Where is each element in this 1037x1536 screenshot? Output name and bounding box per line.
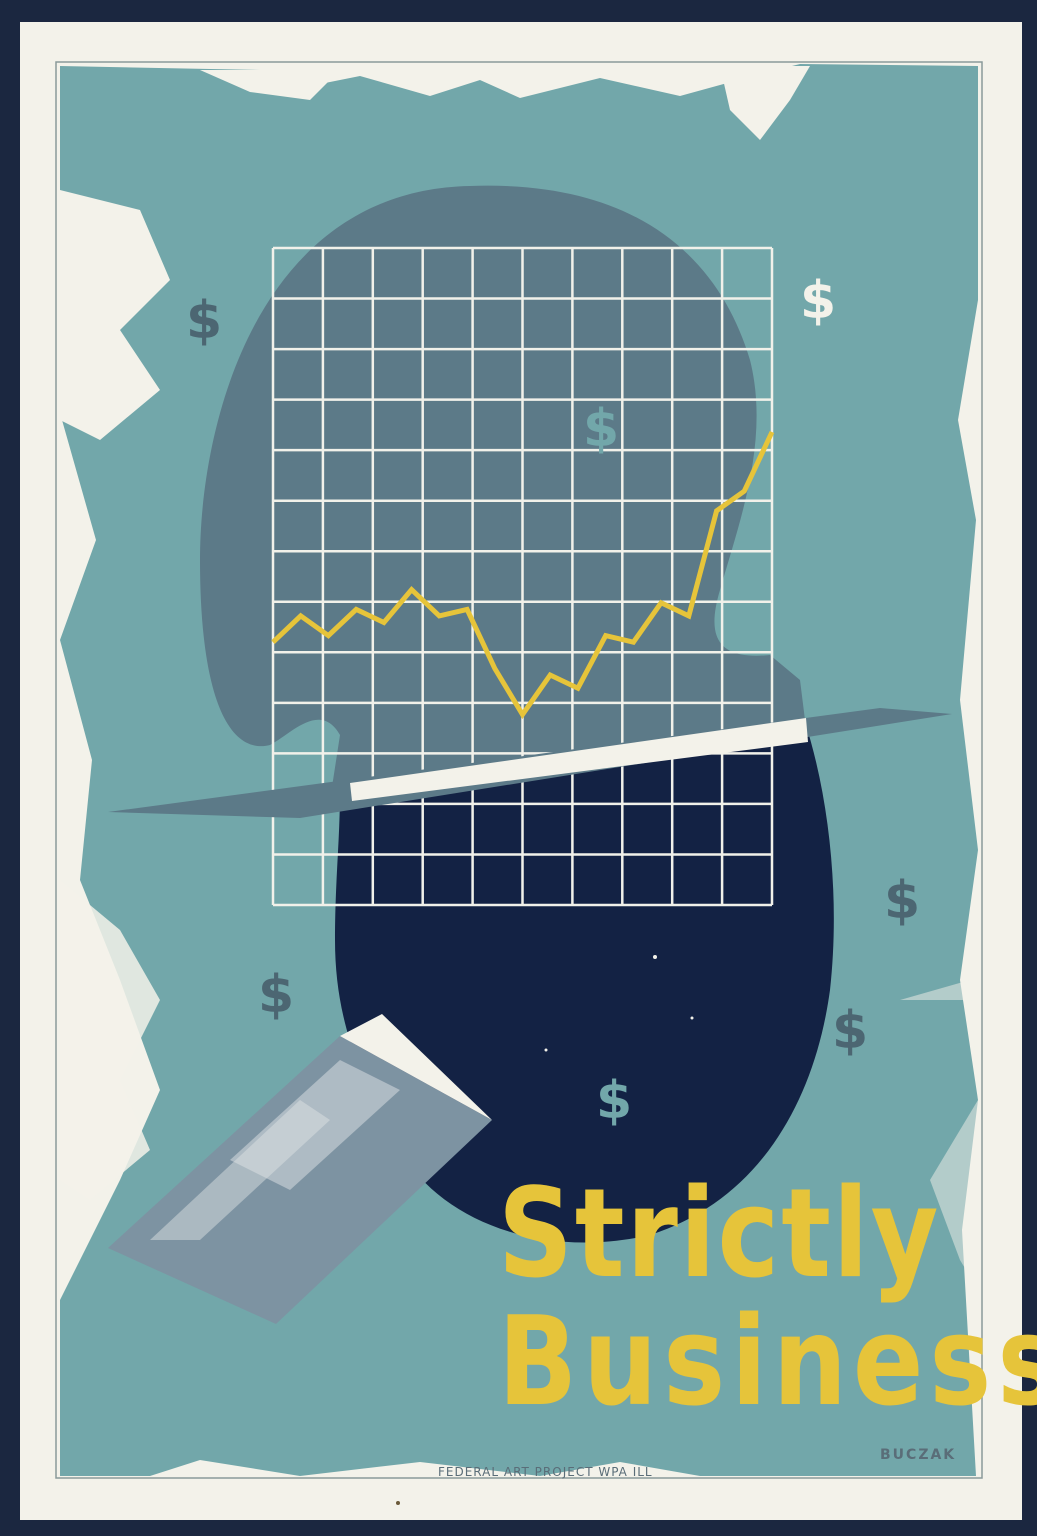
dollar-sign-icon: $ — [186, 291, 222, 351]
inner-border — [55, 61, 983, 1479]
head-upper-silhouette — [200, 185, 805, 801]
dollar-sign-icon: $ — [800, 271, 836, 331]
dollar-signs: $ $ $ $ $ $ $ — [186, 271, 920, 1131]
white-ruler-bar — [350, 718, 808, 801]
trend-line — [271, 430, 775, 720]
dollar-sign-icon: $ — [258, 965, 294, 1025]
poster-title-line-1: Strictly — [498, 1161, 941, 1306]
credit-line: FEDERAL ART PROJECT WPA ILL — [438, 1465, 653, 1479]
dollar-sign-icon: $ — [583, 399, 619, 459]
dollar-sign-icon: $ — [884, 871, 920, 931]
dollar-sign-icon: $ — [832, 1001, 868, 1061]
folded-paper-shape — [108, 1014, 492, 1324]
dollar-sign-icon: $ — [596, 1071, 632, 1131]
artist-signature: BUCZAK — [880, 1447, 957, 1463]
paint-specks — [396, 955, 694, 1505]
poster-title-line-2: Business — [498, 1289, 1037, 1434]
